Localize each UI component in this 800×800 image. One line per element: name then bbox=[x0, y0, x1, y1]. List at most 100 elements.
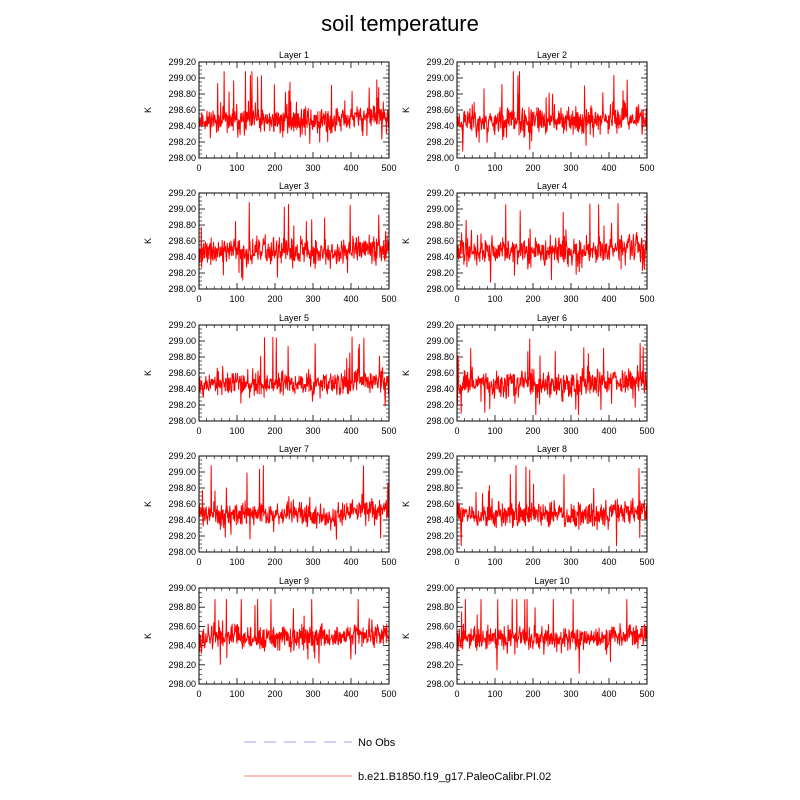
y-tick-label: 298.60 bbox=[426, 621, 454, 631]
x-tick-label: 200 bbox=[267, 163, 282, 173]
y-tick-label: 299.00 bbox=[168, 73, 196, 83]
panel-title: Layer 2 bbox=[537, 50, 567, 60]
x-tick-label: 400 bbox=[601, 294, 616, 304]
y-tick-label: 298.60 bbox=[168, 105, 196, 115]
y-tick-label: 298.20 bbox=[168, 400, 196, 410]
panel-6: Layer 6 K 298.00 298.20 298.40 298.60 298.80 29… bbox=[401, 313, 655, 436]
y-tick-label: 298.40 bbox=[426, 252, 454, 262]
y-tick-label: 298.20 bbox=[168, 268, 196, 278]
y-tick-label: 298.60 bbox=[168, 621, 196, 631]
y-tick-label: 299.00 bbox=[426, 467, 454, 477]
x-tick-label: 300 bbox=[563, 294, 578, 304]
series-line bbox=[456, 465, 648, 547]
y-tick-label: 298.00 bbox=[426, 284, 454, 294]
y-tick-label: 298.00 bbox=[168, 416, 196, 426]
y-tick-label: 299.00 bbox=[426, 73, 454, 83]
x-tick-label: 400 bbox=[343, 294, 358, 304]
y-tick-label: 298.40 bbox=[168, 384, 196, 394]
panel-title: Layer 3 bbox=[279, 181, 309, 191]
legend-no-obs-label: No Obs bbox=[358, 737, 396, 749]
y-tick-label: 299.20 bbox=[426, 320, 454, 330]
x-tick-label: 500 bbox=[639, 557, 654, 567]
series-line bbox=[198, 71, 390, 144]
series-line bbox=[198, 336, 390, 407]
y-tick-label: 298.60 bbox=[168, 499, 196, 509]
series-line bbox=[456, 71, 648, 152]
x-tick-label: 500 bbox=[639, 163, 654, 173]
panel-title: Layer 10 bbox=[534, 576, 569, 586]
panel-title: Layer 4 bbox=[537, 181, 567, 191]
x-tick-label: 100 bbox=[229, 426, 244, 436]
x-tick-label: 100 bbox=[229, 689, 244, 699]
x-tick-label: 400 bbox=[601, 689, 616, 699]
y-tick-label: 298.40 bbox=[168, 515, 196, 525]
y-tick-label: 298.00 bbox=[426, 416, 454, 426]
x-tick-label: 300 bbox=[563, 426, 578, 436]
x-tick-label: 200 bbox=[525, 426, 540, 436]
y-axis-label: K bbox=[401, 107, 411, 113]
x-tick-label: 300 bbox=[563, 163, 578, 173]
x-tick-label: 100 bbox=[487, 557, 502, 567]
x-tick-label: 500 bbox=[381, 557, 396, 567]
x-tick-label: 100 bbox=[229, 557, 244, 567]
x-tick-label: 300 bbox=[563, 689, 578, 699]
x-tick-label: 100 bbox=[487, 689, 502, 699]
x-tick-label: 500 bbox=[639, 426, 654, 436]
x-tick-label: 200 bbox=[267, 294, 282, 304]
y-tick-label: 298.80 bbox=[168, 602, 196, 612]
y-tick-label: 298.60 bbox=[426, 499, 454, 509]
x-tick-label: 200 bbox=[267, 426, 282, 436]
y-tick-label: 299.00 bbox=[168, 583, 196, 593]
panel-title: Layer 1 bbox=[279, 50, 309, 60]
x-tick-label: 400 bbox=[601, 557, 616, 567]
panels-group: Layer 1 K 298.00 298.20 298.40 298.60 298.80 29… bbox=[143, 50, 655, 699]
y-tick-label: 298.60 bbox=[426, 236, 454, 246]
x-tick-label: 200 bbox=[525, 294, 540, 304]
chart-title: soil temperature bbox=[321, 11, 479, 36]
x-tick-label: 300 bbox=[305, 163, 320, 173]
x-tick-label: 500 bbox=[381, 689, 396, 699]
y-tick-label: 298.80 bbox=[168, 89, 196, 99]
x-tick-label: 500 bbox=[639, 689, 654, 699]
plot-frame bbox=[198, 192, 390, 290]
panel-8: Layer 8 K 298.00 298.20 298.40 298.60 298.80 29… bbox=[401, 444, 655, 567]
y-tick-label: 299.00 bbox=[426, 336, 454, 346]
y-axis-label: K bbox=[143, 107, 153, 113]
y-tick-label: 298.60 bbox=[168, 236, 196, 246]
y-tick-label: 298.80 bbox=[426, 89, 454, 99]
x-tick-label: 400 bbox=[343, 689, 358, 699]
y-tick-label: 298.00 bbox=[168, 547, 196, 557]
x-tick-label: 300 bbox=[305, 294, 320, 304]
y-tick-label: 298.80 bbox=[426, 602, 454, 612]
y-tick-label: 298.60 bbox=[426, 368, 454, 378]
x-tick-label: 200 bbox=[267, 689, 282, 699]
panel-7: Layer 7 K 298.00 298.20 298.40 298.60 298.80 29… bbox=[143, 444, 397, 567]
y-tick-label: 299.00 bbox=[426, 583, 454, 593]
panel-9: Layer 9 K 298.00 298.20 298.40 298.60 298.80 29… bbox=[143, 576, 397, 699]
x-tick-label: 0 bbox=[454, 426, 459, 436]
x-tick-label: 100 bbox=[487, 426, 502, 436]
x-tick-label: 500 bbox=[381, 294, 396, 304]
y-tick-label: 298.00 bbox=[168, 679, 196, 689]
x-tick-label: 400 bbox=[343, 426, 358, 436]
y-tick-label: 298.40 bbox=[426, 384, 454, 394]
y-axis-label: K bbox=[401, 633, 411, 639]
y-tick-label: 298.80 bbox=[426, 483, 454, 493]
y-tick-label: 298.40 bbox=[168, 641, 196, 651]
x-tick-label: 200 bbox=[267, 557, 282, 567]
y-tick-label: 299.20 bbox=[426, 451, 454, 461]
panel-4: Layer 4 K 298.00 298.20 298.40 298.60 298.80 29… bbox=[401, 181, 655, 304]
legend: No Obs b.e21.B1850.f19_g17.PaleoCalibr.P… bbox=[244, 737, 551, 783]
panel-1: Layer 1 K 298.00 298.20 298.40 298.60 298.80 29… bbox=[143, 50, 397, 173]
x-tick-label: 500 bbox=[639, 294, 654, 304]
x-tick-label: 0 bbox=[454, 294, 459, 304]
y-tick-label: 298.00 bbox=[168, 153, 196, 163]
x-tick-label: 200 bbox=[525, 163, 540, 173]
x-tick-label: 400 bbox=[601, 163, 616, 173]
x-tick-label: 0 bbox=[454, 689, 459, 699]
y-tick-label: 299.20 bbox=[426, 57, 454, 67]
y-axis-label: K bbox=[143, 633, 153, 639]
plot-frame bbox=[198, 587, 390, 685]
panel-title: Layer 9 bbox=[279, 576, 309, 586]
panel-3: Layer 3 K 298.00 298.20 298.40 298.60 298.80 29… bbox=[143, 181, 397, 304]
